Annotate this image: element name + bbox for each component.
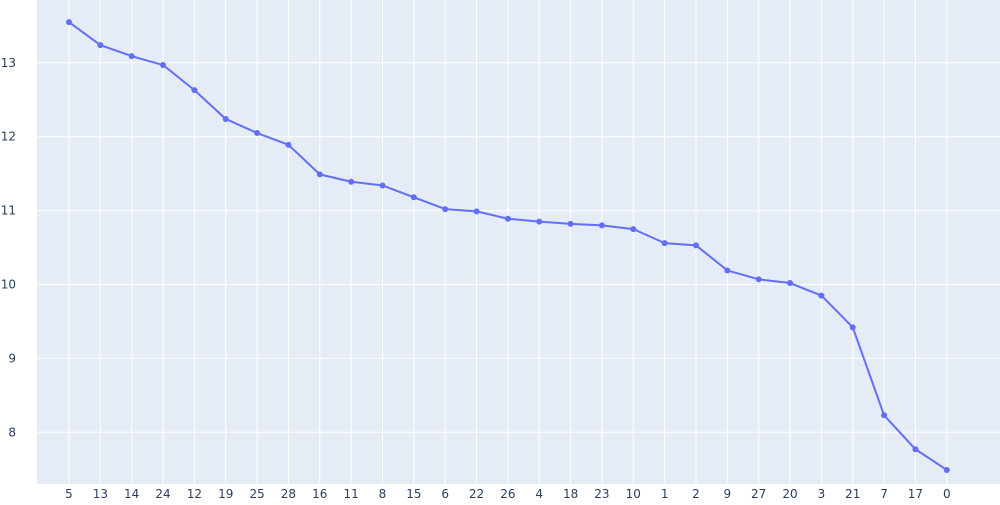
x-gridlines (68, 0, 948, 484)
x-tick-label: 9 (724, 487, 732, 500)
x-tick-label: 17 (908, 487, 923, 500)
data-point (348, 178, 355, 185)
x-tick-label: 5 (65, 487, 73, 500)
x-tick-label: 1 (661, 487, 669, 500)
y-tick-label: 12 (1, 130, 16, 144)
x-tick-label: 28 (281, 487, 296, 500)
x-tick-label: 25 (249, 487, 264, 500)
data-point (379, 182, 386, 189)
x-tick-label: 2 (692, 487, 700, 500)
data-point (943, 466, 950, 473)
x-tick-labels: 5 13 14 24 12 19 25 28 16 11 8 15 6 22 26 4 18 23 10 1 2 9 27 2… (65, 487, 951, 501)
data-point (536, 218, 543, 225)
y-tick-label: 13 (1, 56, 16, 70)
y-tick-label: 9 (8, 351, 16, 365)
y-tick-label: 11 (1, 204, 16, 218)
x-tick-label: 7 (880, 487, 888, 500)
x-tick-label: 16 (312, 487, 327, 500)
x-tick-label: 12 (187, 487, 202, 500)
data-point (128, 53, 135, 60)
data-point (254, 130, 261, 137)
data-point (473, 208, 480, 215)
x-tick-label: 15 (406, 487, 421, 500)
data-point (881, 412, 888, 419)
x-tick-label: 24 (155, 487, 170, 500)
data-point (787, 280, 794, 287)
x-tick-label: 22 (469, 487, 484, 500)
x-tick-label: 11 (344, 487, 359, 500)
data-point (849, 324, 856, 331)
data-point (191, 87, 198, 94)
y-tick-labels: 8 9 10 11 12 13 (1, 56, 16, 439)
data-point (818, 292, 825, 299)
data-point (661, 240, 668, 247)
data-point (504, 215, 511, 222)
data-point (410, 194, 417, 201)
x-tick-label: 6 (441, 487, 449, 500)
data-point (630, 226, 637, 233)
data-point (160, 62, 167, 69)
data-point (724, 267, 731, 274)
x-tick-label: 26 (500, 487, 515, 500)
x-tick-label: 18 (563, 487, 578, 500)
data-point (567, 220, 574, 227)
data-point (222, 115, 229, 122)
x-tick-label: 20 (782, 487, 797, 500)
data-point (97, 42, 104, 49)
x-tick-label: 19 (218, 487, 233, 500)
data-point (285, 141, 292, 148)
plot-area (37, 0, 1000, 484)
x-tick-label: 3 (818, 487, 826, 500)
x-tick-label: 27 (751, 487, 766, 500)
x-tick-label: 0 (943, 487, 951, 500)
x-tick-label: 13 (93, 487, 108, 500)
x-tick-label: 23 (594, 487, 609, 500)
series-layer (66, 19, 950, 473)
data-point (66, 19, 72, 26)
data-point (598, 222, 605, 229)
x-tick-label: 21 (845, 487, 860, 500)
data-point (693, 242, 699, 249)
y-tick-label: 8 (8, 425, 16, 439)
y-gridlines (37, 62, 1000, 433)
data-point (755, 276, 762, 283)
x-tick-label: 4 (535, 487, 543, 500)
x-tick-label: 8 (379, 487, 387, 500)
data-point (442, 206, 449, 213)
data-point (316, 171, 323, 178)
data-point (912, 446, 919, 453)
x-tick-label: 14 (124, 487, 139, 500)
x-tick-label: 10 (626, 487, 641, 500)
y-tick-label: 10 (1, 277, 16, 291)
